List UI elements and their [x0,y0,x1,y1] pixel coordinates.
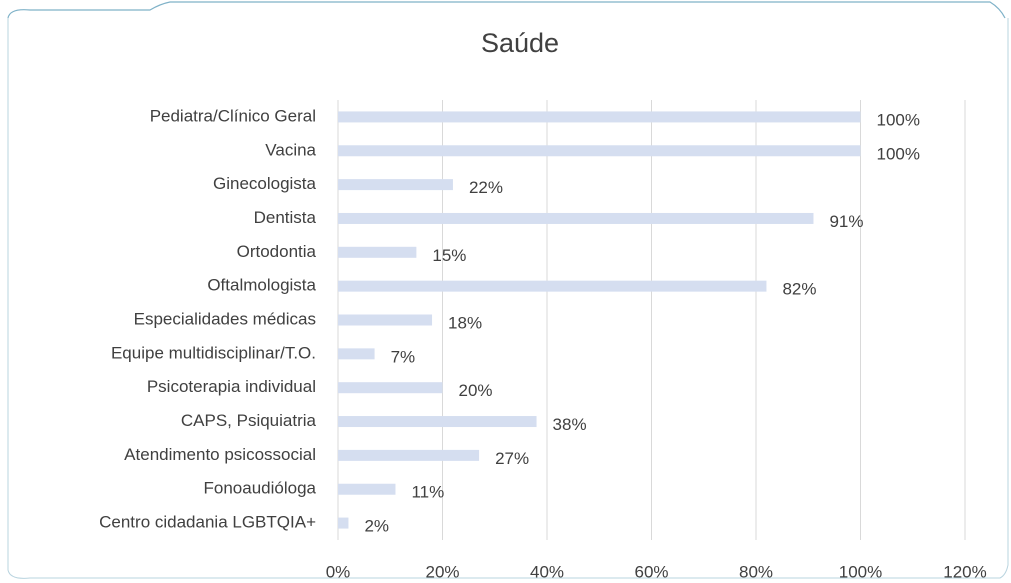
data-label: 100% [877,110,920,129]
x-tick-label: 120% [943,562,986,581]
data-label: 38% [553,415,587,434]
data-label: 22% [469,178,503,197]
x-tick-label: 0% [326,562,351,581]
y-tick-label: Ginecologista [213,174,317,193]
bar [338,517,349,529]
bar [338,280,767,292]
bar [338,111,861,123]
y-tick-label: Equipe multidisciplinar/T.O. [111,343,316,362]
data-label: 82% [782,280,816,299]
bar [338,212,814,224]
bar [338,179,453,191]
data-label: 11% [411,483,444,502]
bar [338,416,537,428]
data-label: 27% [495,449,529,468]
data-label: 91% [829,212,863,231]
bar [338,314,433,326]
y-tick-label: CAPS, Psiquiatria [181,411,317,430]
x-tick-label: 80% [739,562,773,581]
frame [7,1,1006,19]
y-tick-label: Centro cidadania LGBTQIA+ [99,513,316,532]
bar [338,449,480,461]
bar [338,348,375,360]
y-tick-label: Psicoterapia individual [147,377,316,396]
bar [338,483,396,495]
data-label: 7% [391,347,416,366]
y-tick-label: Ortodontia [237,242,317,261]
x-tick-label: 60% [634,562,668,581]
data-label: 100% [877,144,920,163]
bar [338,145,861,157]
bar [338,246,417,258]
x-tick-label: 40% [530,562,564,581]
y-tick-label: Oftalmologista [207,276,316,295]
y-tick-label: Especialidades médicas [134,309,316,328]
frame-edge [7,18,1009,579]
y-tick-label: Atendimento psicossocial [124,445,316,464]
y-tick-label: Fonoaudióloga [204,479,317,498]
bar [338,382,443,394]
y-tick-label: Vacina [265,140,316,159]
x-tick-label: 100% [839,562,882,581]
data-label: 15% [432,246,466,265]
data-label: 2% [364,517,389,536]
data-label: 20% [459,381,493,400]
data-label: 18% [448,313,482,332]
y-tick-label: Pediatra/Clínico Geral [150,106,316,125]
chart-title: Saúde [481,28,559,58]
y-tick-label: Dentista [254,208,317,227]
x-tick-label: 20% [425,562,459,581]
